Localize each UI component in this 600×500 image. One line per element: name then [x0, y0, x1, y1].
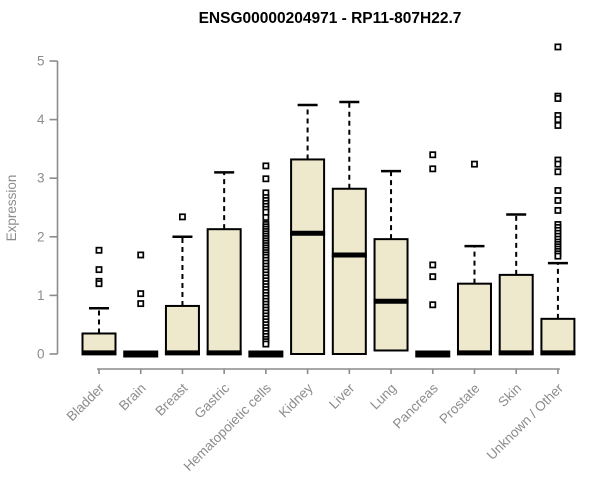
y-tick-label: 1	[37, 288, 45, 303]
x-tick-label-bladder: Bladder	[64, 380, 108, 424]
outlier-point	[554, 122, 562, 129]
outlier-point	[554, 43, 562, 51]
y-axis-label: Expression	[4, 175, 19, 242]
x-tick-label-liver: Liver	[326, 380, 358, 412]
outlier-point	[429, 165, 437, 173]
outlier-point	[554, 160, 562, 168]
outlier-point	[554, 116, 562, 124]
outlier-point	[262, 214, 270, 221]
boxes-layer	[81, 43, 576, 358]
x-tick-label-pancreas: Pancreas	[390, 380, 441, 431]
box-rect	[290, 158, 326, 355]
x-tick-label-skin: Skin	[495, 381, 524, 410]
outlier-point	[471, 160, 478, 168]
box-hematopoietic-cells	[248, 162, 284, 358]
outlier-point	[262, 208, 270, 216]
box-rect	[164, 304, 200, 355]
x-tick-label-prostate: Prostate	[436, 381, 482, 427]
outlier-point	[554, 95, 562, 102]
outlier-point	[137, 300, 145, 308]
outlier-point	[554, 187, 562, 194]
y-tick-label: 4	[37, 112, 45, 127]
box-gastric	[206, 171, 242, 356]
x-tick-label-brain: Brain	[116, 381, 149, 414]
y-tick-label: 0	[37, 347, 45, 362]
outlier-point	[429, 261, 437, 269]
box-rect	[498, 273, 534, 356]
outlier-point	[554, 252, 562, 260]
box-rect	[206, 228, 242, 356]
y-tick-label: 5	[37, 54, 45, 69]
outlier-point	[429, 301, 437, 309]
box-prostate	[456, 160, 492, 356]
outlier-point	[554, 168, 562, 176]
box-pancreas	[415, 151, 451, 358]
box-kidney	[290, 103, 326, 355]
box-liver	[331, 100, 367, 355]
outlier-point	[137, 290, 145, 298]
y-tick-label: 3	[37, 171, 45, 186]
box-breast	[164, 213, 200, 356]
x-tick-label-lung: Lung	[367, 381, 399, 413]
outlier-point	[554, 206, 562, 214]
x-tick-label-breast: Breast	[152, 380, 190, 418]
outlier-point	[137, 251, 145, 259]
box-rect	[456, 282, 492, 355]
outlier-point	[262, 340, 270, 348]
x-tick-label-kidney: Kidney	[276, 380, 316, 420]
outlier-point	[178, 213, 186, 221]
outlier-point	[554, 197, 562, 204]
outlier-point	[262, 162, 270, 170]
outlier-point	[262, 175, 270, 183]
box-rect	[373, 238, 409, 352]
outlier-point	[429, 151, 437, 159]
outlier-point	[95, 280, 103, 288]
outlier-point	[429, 273, 437, 281]
box-unknown-other	[540, 43, 576, 356]
box-rect	[540, 317, 576, 355]
box-rect	[331, 187, 367, 355]
outlier-point	[95, 266, 103, 274]
x-tick-label-gastric: Gastric	[191, 380, 232, 421]
box-bladder	[81, 246, 117, 356]
box-brain	[123, 251, 159, 358]
box-lung	[373, 169, 409, 352]
outlier-point	[95, 246, 103, 254]
box-skin	[498, 213, 534, 356]
chart-title: ENSG00000204971 - RP11-807H22.7	[199, 10, 462, 27]
x-tick-label-unknown-other: Unknown / Other	[484, 380, 567, 463]
y-tick-label: 2	[37, 229, 45, 244]
